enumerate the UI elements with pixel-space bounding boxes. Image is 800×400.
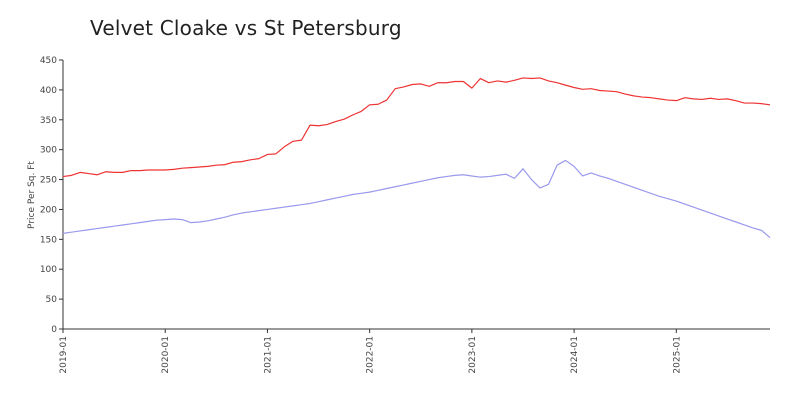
y-tick-label: 150 (40, 235, 57, 245)
y-tick-label: 350 (40, 116, 57, 126)
x-axis-ticks: 2019-01 2020-01 2021-01 2022-01 2023-01 2024-… (59, 329, 682, 374)
x-tick-label: 2020-01 (161, 336, 171, 374)
y-tick-label: 50 (46, 295, 58, 305)
series-lines (62, 77, 771, 238)
y-tick-label: 200 (40, 205, 57, 215)
y-axis-ticks: 0 50 100 150 200 250 300 350 400 450 (40, 56, 63, 335)
axes (62, 60, 770, 330)
series-line-2 (62, 159, 771, 238)
y-axis-label: Price Per Sq. Ft (27, 161, 37, 229)
x-tick-label: 2019-01 (59, 336, 69, 374)
chart-title: Velvet Cloake vs St Petersburg (90, 16, 402, 40)
y-tick-label: 450 (40, 56, 57, 66)
y-tick-label: 300 (40, 146, 57, 156)
y-tick-label: 100 (40, 265, 57, 275)
x-tick-label: 2021-01 (263, 336, 273, 374)
x-tick-label: 2024-01 (570, 336, 580, 374)
x-tick-label: 2022-01 (366, 336, 376, 374)
x-tick-label: 2023-01 (468, 336, 478, 374)
y-tick-label: 0 (51, 325, 57, 335)
x-tick-label: 2025-01 (672, 336, 682, 374)
y-tick-label: 250 (40, 176, 57, 186)
series-line-1 (62, 77, 771, 178)
y-tick-label: 400 (40, 86, 57, 96)
